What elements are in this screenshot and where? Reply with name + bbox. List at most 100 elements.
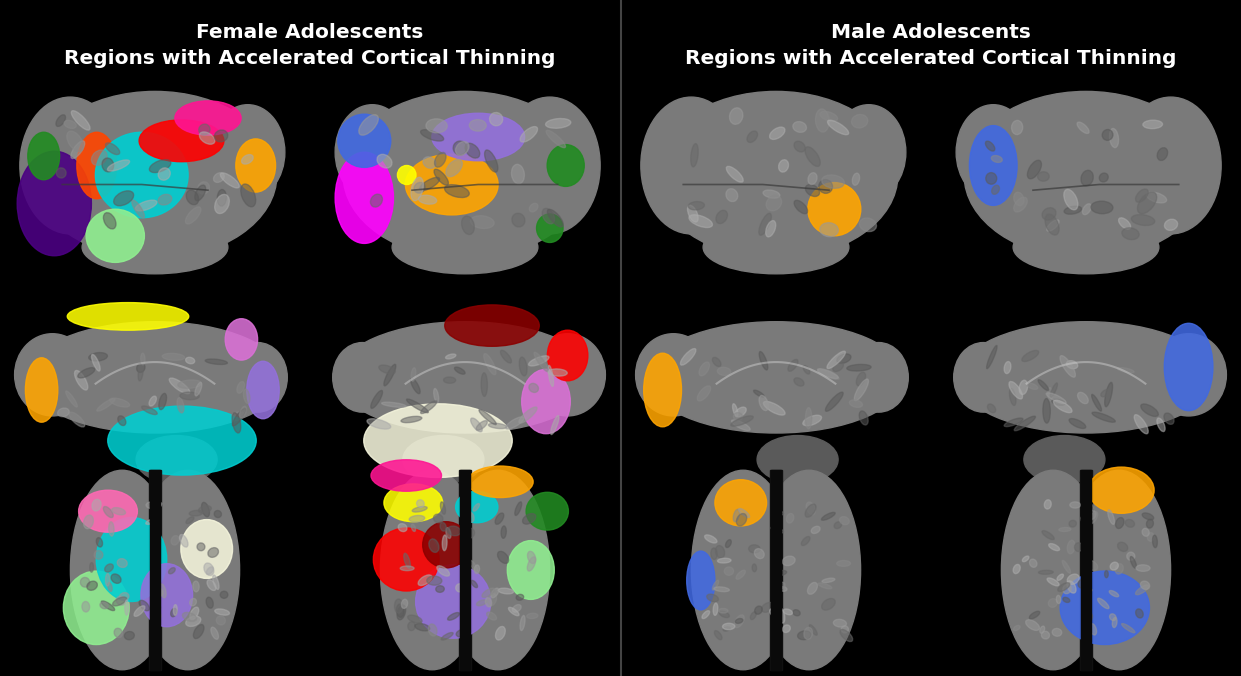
Ellipse shape <box>644 353 681 427</box>
Ellipse shape <box>1060 356 1076 377</box>
Ellipse shape <box>815 109 829 132</box>
Ellipse shape <box>421 130 444 141</box>
Ellipse shape <box>500 350 511 363</box>
Ellipse shape <box>437 566 449 576</box>
Ellipse shape <box>1042 399 1050 423</box>
Ellipse shape <box>92 354 101 371</box>
Ellipse shape <box>195 383 202 396</box>
Text: Male Adolescents: Male Adolescents <box>831 22 1031 41</box>
Ellipse shape <box>803 415 822 426</box>
Ellipse shape <box>511 164 525 184</box>
Ellipse shape <box>397 605 406 620</box>
Ellipse shape <box>34 91 277 259</box>
Ellipse shape <box>215 195 230 214</box>
Ellipse shape <box>805 147 820 166</box>
Ellipse shape <box>489 112 503 126</box>
Ellipse shape <box>477 600 486 606</box>
Ellipse shape <box>1085 589 1092 593</box>
Ellipse shape <box>1021 350 1039 362</box>
Ellipse shape <box>856 372 865 386</box>
Ellipse shape <box>457 629 469 637</box>
Bar <box>771 470 782 670</box>
Ellipse shape <box>836 354 851 363</box>
Ellipse shape <box>508 541 555 600</box>
Ellipse shape <box>704 220 849 274</box>
Ellipse shape <box>447 526 460 535</box>
Ellipse shape <box>654 91 898 259</box>
Ellipse shape <box>1039 571 1054 575</box>
Text: Regions with Accelerated Cortical Thinning: Regions with Accelerated Cortical Thinni… <box>65 49 556 68</box>
Ellipse shape <box>1023 556 1029 562</box>
Ellipse shape <box>139 120 223 162</box>
Ellipse shape <box>1041 631 1050 639</box>
Ellipse shape <box>137 435 217 483</box>
Ellipse shape <box>134 606 145 617</box>
Ellipse shape <box>1164 323 1212 411</box>
Ellipse shape <box>468 466 534 498</box>
Ellipse shape <box>849 343 908 412</box>
Ellipse shape <box>755 549 764 558</box>
Ellipse shape <box>473 504 479 511</box>
Ellipse shape <box>441 523 447 531</box>
Ellipse shape <box>379 365 396 374</box>
Ellipse shape <box>766 220 776 237</box>
Ellipse shape <box>1111 562 1118 570</box>
Ellipse shape <box>335 152 393 243</box>
Ellipse shape <box>83 515 93 529</box>
Ellipse shape <box>833 362 844 372</box>
Ellipse shape <box>798 631 812 639</box>
Ellipse shape <box>1028 383 1037 389</box>
Ellipse shape <box>714 603 717 615</box>
Ellipse shape <box>822 598 835 610</box>
Ellipse shape <box>103 213 115 229</box>
Ellipse shape <box>94 550 103 559</box>
Text: Regions with Accelerated Cortical Thinning: Regions with Accelerated Cortical Thinni… <box>685 49 1176 68</box>
Ellipse shape <box>205 359 227 364</box>
Ellipse shape <box>635 334 711 416</box>
Ellipse shape <box>57 408 69 416</box>
Ellipse shape <box>403 553 411 568</box>
Ellipse shape <box>1132 214 1155 226</box>
Ellipse shape <box>216 616 226 625</box>
Ellipse shape <box>17 151 92 256</box>
Ellipse shape <box>206 597 213 608</box>
Ellipse shape <box>733 510 740 522</box>
Ellipse shape <box>769 127 784 139</box>
Ellipse shape <box>763 190 779 198</box>
Ellipse shape <box>522 514 536 524</box>
Ellipse shape <box>371 460 442 491</box>
Ellipse shape <box>453 141 467 155</box>
Ellipse shape <box>1087 510 1096 520</box>
Bar <box>1081 470 1091 670</box>
Ellipse shape <box>731 420 750 431</box>
Ellipse shape <box>146 502 161 509</box>
Ellipse shape <box>1100 173 1108 182</box>
Ellipse shape <box>125 600 129 615</box>
Ellipse shape <box>1013 220 1159 274</box>
Ellipse shape <box>108 160 129 171</box>
Ellipse shape <box>174 604 177 615</box>
Ellipse shape <box>506 417 524 429</box>
Ellipse shape <box>92 150 107 166</box>
Ellipse shape <box>1157 418 1165 431</box>
Ellipse shape <box>201 502 210 516</box>
Ellipse shape <box>1042 531 1054 539</box>
Ellipse shape <box>1039 380 1049 391</box>
Ellipse shape <box>495 513 504 525</box>
Ellipse shape <box>825 392 843 411</box>
Ellipse shape <box>1134 414 1148 434</box>
Ellipse shape <box>757 470 860 670</box>
Ellipse shape <box>1069 418 1086 429</box>
Ellipse shape <box>27 322 283 433</box>
Ellipse shape <box>371 194 382 207</box>
Ellipse shape <box>717 367 731 375</box>
Ellipse shape <box>215 130 228 142</box>
Ellipse shape <box>486 612 496 620</box>
Ellipse shape <box>794 141 805 152</box>
Text: Female Adolescents: Female Adolescents <box>196 22 423 41</box>
Ellipse shape <box>114 628 123 637</box>
Ellipse shape <box>520 126 537 142</box>
Ellipse shape <box>736 570 746 579</box>
Ellipse shape <box>719 611 730 618</box>
Ellipse shape <box>411 368 416 381</box>
